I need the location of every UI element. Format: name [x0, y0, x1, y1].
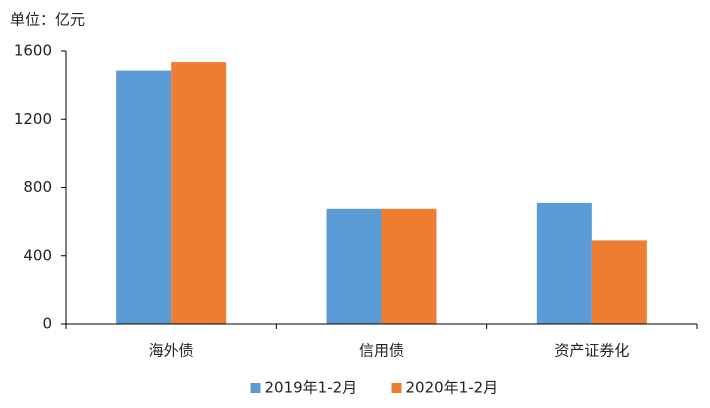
- y-tick-label: 0: [42, 315, 52, 333]
- bar: [536, 202, 592, 324]
- x-tick-label: 海外债: [149, 342, 194, 360]
- y-tick-label: 1200: [14, 110, 52, 128]
- bar: [171, 62, 227, 324]
- bar: [381, 208, 437, 324]
- bar: [116, 70, 172, 324]
- x-tick-label: 信用债: [359, 342, 404, 360]
- bar: [591, 240, 647, 324]
- legend-swatch: [391, 383, 402, 393]
- y-tick-label: 400: [23, 246, 52, 264]
- x-tick-label: 资产证券化: [554, 342, 629, 360]
- bar: [326, 208, 382, 324]
- y-tick-label: 800: [23, 178, 52, 196]
- legend-label: 2019年1-2月: [265, 379, 358, 397]
- legend-swatch: [250, 383, 261, 393]
- y-tick-label: 1600: [14, 42, 52, 60]
- legend-label: 2020年1-2月: [406, 379, 499, 397]
- unit-label: 单位：亿元: [10, 11, 85, 29]
